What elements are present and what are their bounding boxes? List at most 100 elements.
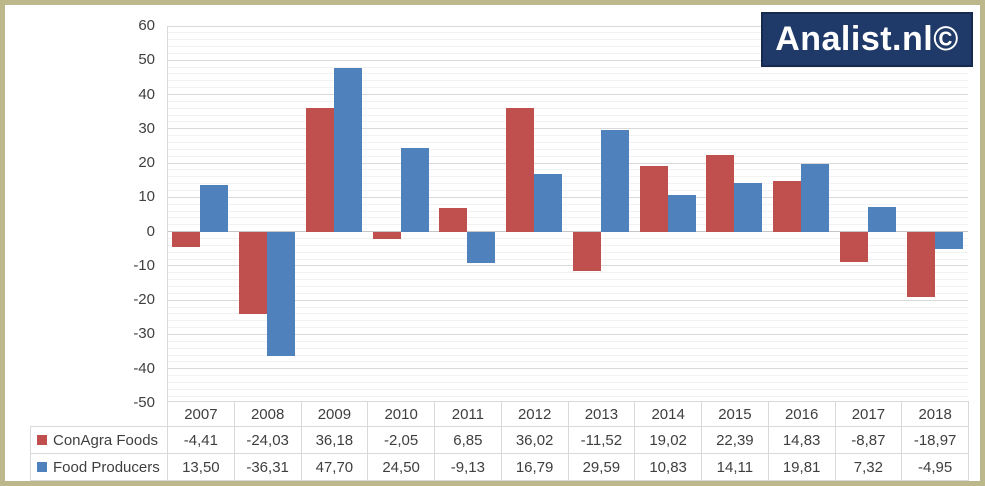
gridline-minor — [167, 347, 968, 349]
gridline-minor — [167, 395, 968, 397]
table-value-cell: -4,95 — [901, 453, 969, 481]
gridline-minor — [167, 107, 968, 109]
table-value-cell: 16,79 — [500, 453, 569, 481]
table-value-cell: 14,11 — [701, 453, 769, 481]
table-value-cell: -8,87 — [834, 426, 903, 454]
table-value-cell: -9,13 — [434, 453, 502, 481]
bar-conagra-foods-2016 — [773, 180, 802, 232]
gridline-minor — [167, 148, 968, 150]
gridline-major — [167, 94, 968, 96]
y-axis-tick-label: 20 — [138, 154, 155, 172]
bar-conagra-foods-2011 — [439, 208, 468, 232]
table-year-header: 2013 — [567, 401, 636, 427]
gridline-minor — [167, 313, 968, 315]
gridline-minor — [167, 388, 968, 390]
gridline-minor — [167, 210, 968, 212]
table-year-header: 2016 — [767, 401, 836, 427]
gridline-minor — [167, 135, 968, 137]
gridline-minor — [167, 354, 968, 356]
bar-conagra-foods-2013 — [572, 231, 601, 272]
y-axis-tick-label: -20 — [133, 291, 155, 309]
table-year-header: 2010 — [367, 401, 435, 427]
gridline-minor — [167, 237, 968, 239]
bar-food-producers-2016 — [801, 163, 830, 232]
bar-food-producers-2007 — [200, 185, 229, 232]
table-value-cell: -36,31 — [233, 453, 302, 481]
table-value-cell: 36,02 — [500, 426, 569, 454]
y-axis-tick-label: -50 — [133, 394, 155, 411]
bar-food-producers-2010 — [400, 147, 429, 232]
gridline-minor — [167, 320, 968, 322]
gridline-minor — [167, 381, 968, 383]
y-axis-tick-label: 30 — [138, 119, 155, 137]
gridline-minor — [167, 80, 968, 82]
gridline-minor — [167, 142, 968, 144]
analist-logo: Analist.nl© — [761, 12, 973, 67]
bar-conagra-foods-2014 — [639, 166, 668, 232]
table-value-cell: 7,32 — [834, 453, 903, 481]
table-value-cell: 47,70 — [300, 453, 369, 481]
gridline-minor — [167, 32, 968, 34]
gridline-minor — [167, 52, 968, 54]
gridline-minor — [167, 272, 968, 274]
bar-conagra-foods-2009 — [305, 107, 334, 232]
bar-food-producers-2014 — [667, 194, 696, 232]
gridline-major — [167, 368, 968, 370]
table-value-cell: -4,41 — [167, 426, 235, 454]
bar-food-producers-2009 — [333, 68, 362, 232]
gridline-minor — [167, 66, 968, 68]
table-year-header: 2015 — [701, 401, 769, 427]
analist-logo-text: Analist.nl© — [775, 20, 959, 58]
gridline-minor — [167, 285, 968, 287]
gridline-major — [167, 128, 968, 130]
y-axis-line — [167, 26, 168, 403]
gridline-major — [167, 162, 968, 164]
table-value-cell: 29,59 — [567, 453, 636, 481]
y-axis-tick-label: 10 — [138, 188, 155, 206]
table-value-cell: 6,85 — [434, 426, 502, 454]
bar-conagra-foods-2010 — [372, 231, 401, 239]
gridline-minor — [167, 155, 968, 157]
gridline-minor — [167, 183, 968, 185]
table-year-header: 2008 — [233, 401, 302, 427]
gridline-major — [167, 59, 968, 61]
table-year-header: 2007 — [167, 401, 235, 427]
bar-food-producers-2015 — [734, 183, 763, 232]
legend-item-food-producers: Food Producers — [30, 453, 168, 481]
table-value-cell: 36,18 — [300, 426, 369, 454]
gridline-minor — [167, 121, 968, 123]
gridline-major — [167, 231, 968, 233]
gridline-minor — [167, 327, 968, 329]
gridline-minor — [167, 73, 968, 75]
table-value-cell: -2,05 — [367, 426, 435, 454]
gridline-minor — [167, 39, 968, 41]
gridline-minor — [167, 292, 968, 294]
gridline-major — [167, 333, 968, 335]
bar-food-producers-2017 — [867, 206, 896, 232]
bar-food-producers-2008 — [267, 231, 296, 357]
bar-food-producers-2012 — [534, 174, 563, 232]
gridline-minor — [167, 306, 968, 308]
bar-conagra-foods-2017 — [839, 231, 868, 263]
gridline-major — [167, 299, 968, 301]
gridline-minor — [167, 361, 968, 363]
table-value-cell: 13,50 — [167, 453, 235, 481]
gridline-minor — [167, 375, 968, 377]
legend-swatch-icon — [37, 435, 47, 445]
legend-item-conagra-foods: ConAgra Foods — [30, 426, 168, 454]
y-axis-tick-label: 60 — [138, 17, 155, 34]
gridline-minor — [167, 279, 968, 281]
gridline-minor — [167, 46, 968, 48]
gridline-minor — [167, 114, 968, 116]
table-year-header: 2014 — [634, 401, 702, 427]
table-value-cell: -24,03 — [233, 426, 302, 454]
bar-conagra-foods-2015 — [706, 154, 735, 232]
table-value-cell: 24,50 — [367, 453, 435, 481]
gridline-minor — [167, 176, 968, 178]
gridline-minor — [167, 340, 968, 342]
bar-conagra-foods-2018 — [906, 231, 935, 297]
y-axis-tick-label: -10 — [133, 256, 155, 274]
table-year-header: 2017 — [834, 401, 903, 427]
y-axis-tick-label: -30 — [133, 325, 155, 343]
table-value-cell: -11,52 — [567, 426, 636, 454]
